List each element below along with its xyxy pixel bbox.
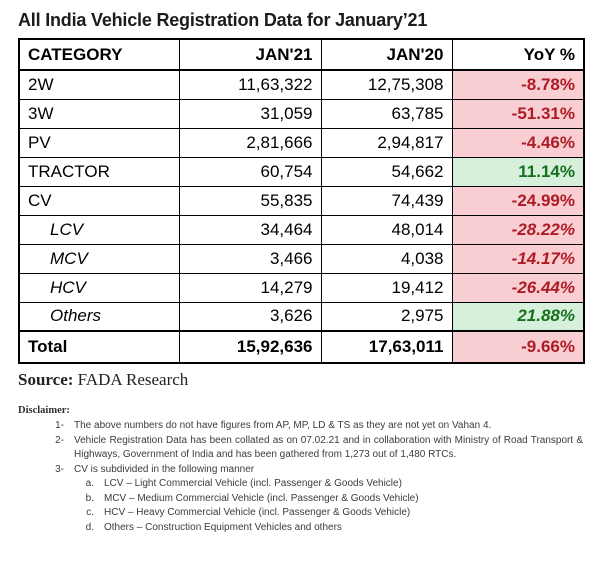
header-yoy: YoY % <box>451 38 585 71</box>
header-jan21: JAN'21 <box>178 38 322 71</box>
disclaimer-list: 1- The above numbers do not have figures … <box>18 419 583 535</box>
table-row: PV 2,81,666 2,94,817 -4.46% <box>18 127 585 158</box>
source-line: Source: FADA Research <box>18 370 583 390</box>
jan21-cell: 3,466 <box>178 243 322 274</box>
report-page: All India Vehicle Registration Data for … <box>18 10 585 535</box>
disclaimer-item: 2- Vehicle Registration Data has been col… <box>18 434 583 463</box>
table-row: 2W 11,63,322 12,75,308 -8.78% <box>18 69 585 100</box>
disclaimer-subitem-text: Others – Construction Equipment Vehicles… <box>104 521 342 533</box>
jan21-cell: 11,63,322 <box>178 69 322 100</box>
jan21-cell: 34,464 <box>178 214 322 245</box>
jan20-cell: 74,439 <box>320 185 453 216</box>
disclaimer-subitem-text: HCV – Heavy Commercial Vehicle (incl. Pa… <box>104 507 411 518</box>
disclaimer-item-text: The above numbers do not have figures fr… <box>74 420 492 431</box>
yoy-cell: 21.88% <box>451 301 585 332</box>
table-row: Others 3,626 2,975 21.88% <box>18 301 585 332</box>
source-text: FADA Research <box>77 370 189 389</box>
source-label: Source: <box>18 370 74 389</box>
header-category: CATEGORY <box>18 38 180 71</box>
table-row: CV 55,835 74,439 -24.99% <box>18 185 585 216</box>
page-title: All India Vehicle Registration Data for … <box>18 10 428 30</box>
disclaimer-item: 3- CV is subdivided in the following mann… <box>18 463 583 478</box>
jan21-cell: 55,835 <box>178 185 322 216</box>
jan20-cell: 12,75,308 <box>320 69 453 100</box>
disclaimer-subitem-marker: c. <box>86 507 94 518</box>
jan20-cell: 4,038 <box>320 243 453 274</box>
jan20-cell: 63,785 <box>320 98 453 129</box>
category-cell: MCV <box>18 243 180 274</box>
jan21-cell: 14,279 <box>178 272 322 303</box>
yoy-cell: -51.31% <box>451 98 585 129</box>
jan21-cell: 2,81,666 <box>178 127 322 158</box>
disclaimer-item-marker: 3- <box>55 463 64 475</box>
yoy-cell: -14.17% <box>451 243 585 274</box>
jan20-cell: 19,412 <box>320 272 453 303</box>
disclaimer-subitem: d. Others – Construction Equipment Vehicl… <box>18 521 583 536</box>
disclaimer-subitem-text: MCV – Medium Commercial Vehicle (incl. P… <box>104 492 419 504</box>
disclaimer-item-marker: 1- <box>55 420 64 431</box>
jan21-cell: 60,754 <box>178 156 322 187</box>
yoy-cell: -28.22% <box>451 214 585 245</box>
table-row: HCV 14,279 19,412 -26.44% <box>18 272 585 303</box>
table-row: 3W 31,059 63,785 -51.31% <box>18 98 585 129</box>
table-header-row: CATEGORY JAN'21 JAN'20 YoY % <box>18 38 585 71</box>
yoy-cell: -26.44% <box>451 272 585 303</box>
yoy-cell: -4.46% <box>451 127 585 158</box>
disclaimer-subitem: c. HCV – Heavy Commercial Vehicle (incl. … <box>18 506 583 521</box>
table-row: TRACTOR 60,754 54,662 11.14% <box>18 156 585 187</box>
category-cell: Total <box>18 330 180 364</box>
disclaimer-subitem: b. MCV – Medium Commercial Vehicle (incl.… <box>18 492 583 507</box>
category-cell: CV <box>18 185 180 216</box>
jan20-cell: 2,975 <box>320 301 453 332</box>
disclaimer-subitem-text: LCV – Light Commercial Vehicle (incl. Pa… <box>104 478 402 489</box>
disclaimer-subitem-marker: a. <box>85 478 94 489</box>
table-row: MCV 3,466 4,038 -14.17% <box>18 243 585 274</box>
table-body: 2W 11,63,322 12,75,308 -8.78% 3W 31,059 63,785… <box>18 69 585 364</box>
yoy-cell: -8.78% <box>451 69 585 100</box>
disclaimer-item-text: CV is subdivided in the following manner <box>74 463 255 475</box>
category-cell: PV <box>18 127 180 158</box>
vehicle-registration-table: CATEGORY JAN'21 JAN'20 YoY % 2W 11,63,322… <box>18 38 585 364</box>
disclaimer-subitem: a. LCV – Light Commercial Vehicle (incl. … <box>18 477 583 492</box>
category-cell: LCV <box>18 214 180 245</box>
jan21-cell: 31,059 <box>178 98 322 129</box>
category-cell: HCV <box>18 272 180 303</box>
yoy-cell: -24.99% <box>451 185 585 216</box>
category-cell: Others <box>18 301 180 332</box>
table-row: Total 15,92,636 17,63,011 -9.66% <box>18 330 585 364</box>
disclaimer-subitem-marker: b. <box>85 492 94 504</box>
yoy-cell: -9.66% <box>451 330 585 364</box>
category-cell: 3W <box>18 98 180 129</box>
disclaimer-heading: Disclaimer: <box>18 405 70 416</box>
category-cell: 2W <box>18 69 180 100</box>
disclaimer-item-marker: 2- <box>55 434 64 446</box>
disclaimer-subitem-marker: d. <box>85 521 94 533</box>
jan20-cell: 17,63,011 <box>320 330 453 364</box>
disclaimer-item: 1- The above numbers do not have figures … <box>18 419 583 434</box>
header-jan20: JAN'20 <box>320 38 453 71</box>
jan21-cell: 3,626 <box>178 301 322 332</box>
disclaimer-item-text: Vehicle Registration Data has been colla… <box>74 434 583 461</box>
jan20-cell: 2,94,817 <box>320 127 453 158</box>
category-cell: TRACTOR <box>18 156 180 187</box>
disclaimer-section: Disclaimer: 1- The above numbers do not h… <box>18 405 583 535</box>
yoy-cell: 11.14% <box>451 156 585 187</box>
jan21-cell: 15,92,636 <box>178 330 322 364</box>
jan20-cell: 54,662 <box>320 156 453 187</box>
table-row: LCV 34,464 48,014 -28.22% <box>18 214 585 245</box>
jan20-cell: 48,014 <box>320 214 453 245</box>
